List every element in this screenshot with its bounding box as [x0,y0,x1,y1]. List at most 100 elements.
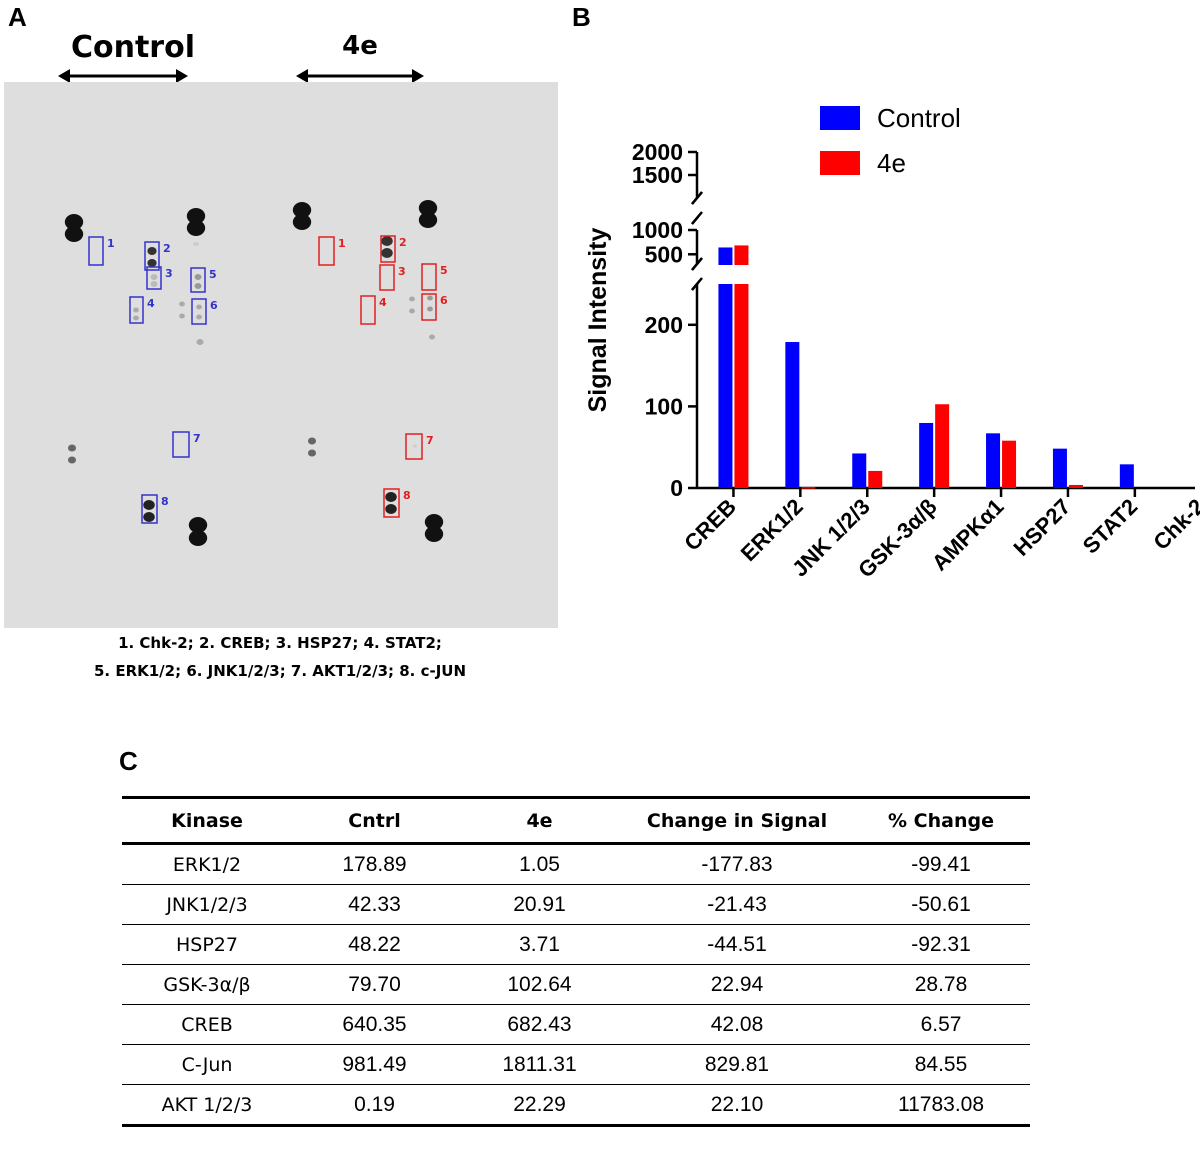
treated-box-6 [421,293,437,321]
cell-percent: -99.41 [852,843,1030,885]
blot-spot [143,512,155,522]
bar-control-1 [785,342,800,488]
blot-spot [292,214,312,230]
blot-spot [179,313,185,319]
treated-box-label-7: 7 [426,434,434,447]
arrow-4e-right-head [412,69,424,83]
control-box-3 [146,266,162,290]
treated-box-5 [421,263,437,291]
cell-kinase: ERK1/2 [122,843,292,885]
cell-cntrl: 0.19 [292,1084,457,1127]
control-box-label-5: 5 [209,268,217,281]
treated-box-1 [318,236,335,266]
x-tick-label: HSP27 [1009,494,1076,561]
table-row: C-Jun 981.49 1811.31 829.81 84.55 [122,1044,1030,1085]
cell-4e: 1.05 [457,843,622,885]
blot-spot [194,274,202,280]
control-box-2 [144,241,160,271]
arrow-control-left-head [58,69,70,83]
table-row: CREB 640.35 682.43 42.08 6.57 [122,1004,1030,1045]
blot-spot [133,315,139,321]
cell-change: 829.81 [622,1044,852,1085]
blot-spot [179,301,185,307]
blot-spot [418,212,438,228]
blot-spot [292,202,312,218]
blot-spot [307,437,317,445]
header-4e: 4e [526,809,553,832]
bar-4e-3 [935,404,950,488]
cell-kinase: GSK-3α/β [122,964,292,1005]
blot-spot [424,514,444,530]
blot-spot [307,449,317,457]
cell-cntrl: 640.35 [292,1004,457,1045]
axis-break-mark [691,257,703,271]
legend-swatch-0 [820,106,860,130]
bar-4e-0 [734,245,749,488]
treated-box-label-1: 1 [338,237,346,250]
blot-arrows [58,69,424,83]
chart-legend: Control 4e [820,103,961,178]
axis-break-mark [691,211,703,225]
header-cntrl: Cntrl [348,809,401,832]
blot-spot [196,314,202,320]
control-box-6 [191,298,207,325]
cell-4e: 1811.31 [457,1044,622,1085]
blot-spot [193,242,199,246]
blot-spots [64,200,444,546]
header-percent-change: % Change [888,809,994,832]
arrow-control-right-head [176,69,188,83]
cell-cntrl: 48.22 [292,924,457,965]
blot-spot [147,259,157,267]
blot-spot [413,444,417,448]
bar-4e-4 [1002,440,1017,488]
bar-control-4 [986,433,1001,488]
y-tick-label: 1000 [632,217,683,243]
treated-box-label-2: 2 [399,236,407,249]
control-box-7 [172,431,190,458]
table-row: JNK1/2/3 42.33 20.91 -21.43 -50.61 [122,884,1030,925]
y-tick-label: 200 [645,312,683,338]
panel-label-b: B [572,2,591,32]
legend-swatch-1 [820,151,860,175]
blot-spot [67,456,77,464]
bar-control-3 [919,422,934,488]
cell-change: -177.83 [622,843,852,885]
table-row: HSP27 48.22 3.71 -44.51 -92.31 [122,924,1030,965]
header-kinase: Kinase [171,809,243,832]
blot-header-control: Control [71,30,195,65]
membrane [4,82,558,628]
cell-4e: 102.64 [457,964,622,1005]
blot-spot [429,334,435,340]
blot-spot [409,308,415,314]
blot-spot [64,214,84,230]
header-change-in-signal: Change in Signal [646,809,828,832]
blot-legend-line-1: 1. Chk-2; 2. CREB; 3. HSP27; 4. STAT2; [118,634,442,652]
blot-image: Control 4e 1 2 3 4 5 6 7 8 1 2 3 4 5 6 7 8 [4,30,558,628]
blot-spot [188,530,208,546]
blot-spot [424,526,444,542]
legend-label-0: Control [877,103,961,133]
blot-spot [133,307,139,313]
cell-change: 42.08 [622,1004,852,1045]
blot-spot [427,306,433,312]
axis-break-mark [691,277,703,291]
bar-4e-5 [1068,484,1083,488]
control-box-4 [129,296,144,324]
x-tick-label: AMPKα1 [927,494,1009,576]
cell-kinase: AKT 1/2/3 [122,1084,292,1127]
blot-spot [143,500,155,510]
blot-spot [150,274,158,280]
chart-bars [691,191,1199,489]
blot-spot [386,275,390,279]
blot-spot [381,248,393,258]
cell-percent: 11783.08 [852,1084,1030,1127]
cell-4e: 3.71 [457,924,622,965]
arrow-4e-left-head [296,69,308,83]
treated-box-4 [360,295,376,325]
y-tick-label: 500 [645,241,683,267]
control-box-8 [141,494,158,524]
bar-control-0 [718,247,733,488]
cell-percent: 6.57 [852,1004,1030,1045]
cell-cntrl: 42.33 [292,884,457,925]
